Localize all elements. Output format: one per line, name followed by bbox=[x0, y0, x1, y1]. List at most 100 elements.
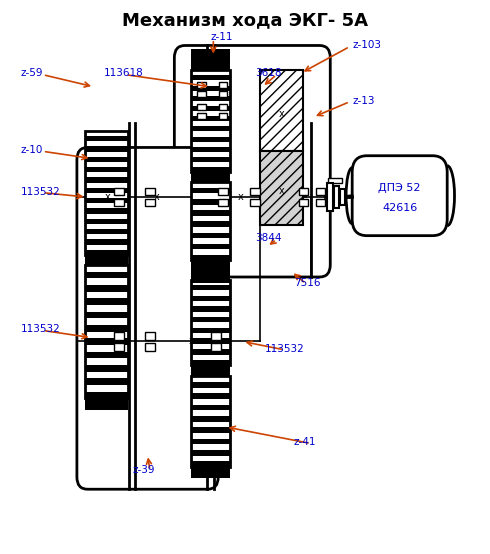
Bar bbox=[85, 305, 128, 311]
Bar bbox=[192, 85, 230, 91]
Bar bbox=[85, 172, 128, 177]
Bar bbox=[192, 199, 230, 204]
Bar bbox=[327, 183, 333, 211]
Bar bbox=[85, 392, 128, 398]
Bar bbox=[192, 96, 230, 101]
Bar bbox=[197, 91, 205, 98]
Text: 113618: 113618 bbox=[104, 68, 144, 78]
Bar bbox=[85, 208, 128, 214]
Bar bbox=[145, 332, 155, 340]
Bar bbox=[192, 255, 230, 260]
Text: 3844: 3844 bbox=[255, 233, 281, 243]
Bar bbox=[192, 193, 230, 199]
Bar bbox=[192, 116, 230, 121]
Bar bbox=[250, 188, 260, 195]
Bar bbox=[192, 393, 230, 399]
FancyBboxPatch shape bbox=[77, 147, 218, 489]
Bar bbox=[192, 162, 230, 167]
Bar bbox=[192, 399, 230, 404]
Bar bbox=[85, 157, 128, 162]
Bar bbox=[192, 188, 230, 193]
Bar bbox=[192, 182, 230, 260]
Bar bbox=[218, 199, 228, 206]
Bar bbox=[192, 338, 230, 344]
Bar bbox=[85, 332, 128, 338]
Bar bbox=[85, 214, 128, 219]
Text: 3618: 3618 bbox=[255, 68, 281, 78]
Bar bbox=[85, 358, 128, 365]
Bar bbox=[192, 280, 230, 365]
Bar bbox=[192, 216, 230, 222]
Text: z-11: z-11 bbox=[211, 32, 233, 42]
Bar bbox=[192, 222, 230, 227]
Bar bbox=[192, 355, 230, 360]
Bar bbox=[85, 177, 128, 183]
Bar bbox=[334, 186, 339, 208]
Bar bbox=[192, 290, 230, 296]
Bar bbox=[192, 147, 230, 152]
Bar bbox=[316, 199, 325, 206]
Bar bbox=[192, 322, 230, 328]
Text: x: x bbox=[279, 186, 284, 196]
Bar bbox=[85, 162, 128, 167]
Text: 113532: 113532 bbox=[265, 343, 304, 353]
Bar bbox=[192, 422, 230, 427]
Bar bbox=[192, 344, 230, 349]
Bar bbox=[85, 318, 128, 325]
Bar bbox=[115, 332, 124, 340]
Bar bbox=[192, 466, 230, 478]
Bar bbox=[85, 193, 128, 198]
Bar bbox=[192, 157, 230, 162]
Bar bbox=[85, 352, 128, 358]
Bar bbox=[85, 285, 128, 291]
Text: x: x bbox=[189, 336, 194, 346]
Bar bbox=[192, 388, 230, 393]
Bar bbox=[85, 291, 128, 298]
Bar bbox=[192, 269, 230, 283]
Bar bbox=[192, 416, 230, 422]
Bar bbox=[85, 234, 128, 239]
Bar bbox=[192, 360, 230, 365]
Bar bbox=[298, 199, 308, 206]
Bar bbox=[192, 106, 230, 111]
Bar bbox=[85, 372, 128, 378]
Bar bbox=[85, 183, 128, 188]
Bar bbox=[192, 182, 230, 188]
Bar bbox=[192, 249, 230, 255]
Bar bbox=[115, 343, 124, 351]
Bar bbox=[192, 382, 230, 388]
Bar bbox=[328, 178, 343, 183]
Bar bbox=[192, 433, 230, 439]
Bar bbox=[192, 259, 230, 271]
Bar bbox=[192, 210, 230, 216]
Bar bbox=[85, 167, 128, 172]
Bar bbox=[219, 113, 227, 119]
Bar bbox=[211, 343, 220, 351]
FancyBboxPatch shape bbox=[174, 45, 330, 277]
Bar bbox=[192, 450, 230, 456]
Bar bbox=[85, 385, 128, 392]
Text: x: x bbox=[279, 109, 284, 119]
Bar bbox=[250, 199, 260, 206]
Bar bbox=[85, 245, 128, 250]
Bar bbox=[192, 317, 230, 322]
Bar bbox=[192, 233, 230, 238]
Bar bbox=[192, 121, 230, 126]
Bar bbox=[197, 104, 205, 110]
Bar bbox=[192, 456, 230, 461]
Bar bbox=[85, 141, 128, 146]
Bar bbox=[192, 80, 230, 85]
Bar bbox=[192, 142, 230, 147]
Bar bbox=[192, 49, 230, 70]
Bar bbox=[260, 70, 303, 151]
Bar bbox=[192, 137, 230, 142]
Bar bbox=[115, 188, 124, 195]
Bar bbox=[85, 146, 128, 152]
Bar bbox=[192, 328, 230, 333]
Bar bbox=[192, 376, 230, 467]
Bar bbox=[85, 397, 128, 411]
Bar bbox=[145, 343, 155, 351]
Bar bbox=[192, 167, 230, 172]
Bar bbox=[192, 244, 230, 249]
Bar bbox=[192, 306, 230, 312]
